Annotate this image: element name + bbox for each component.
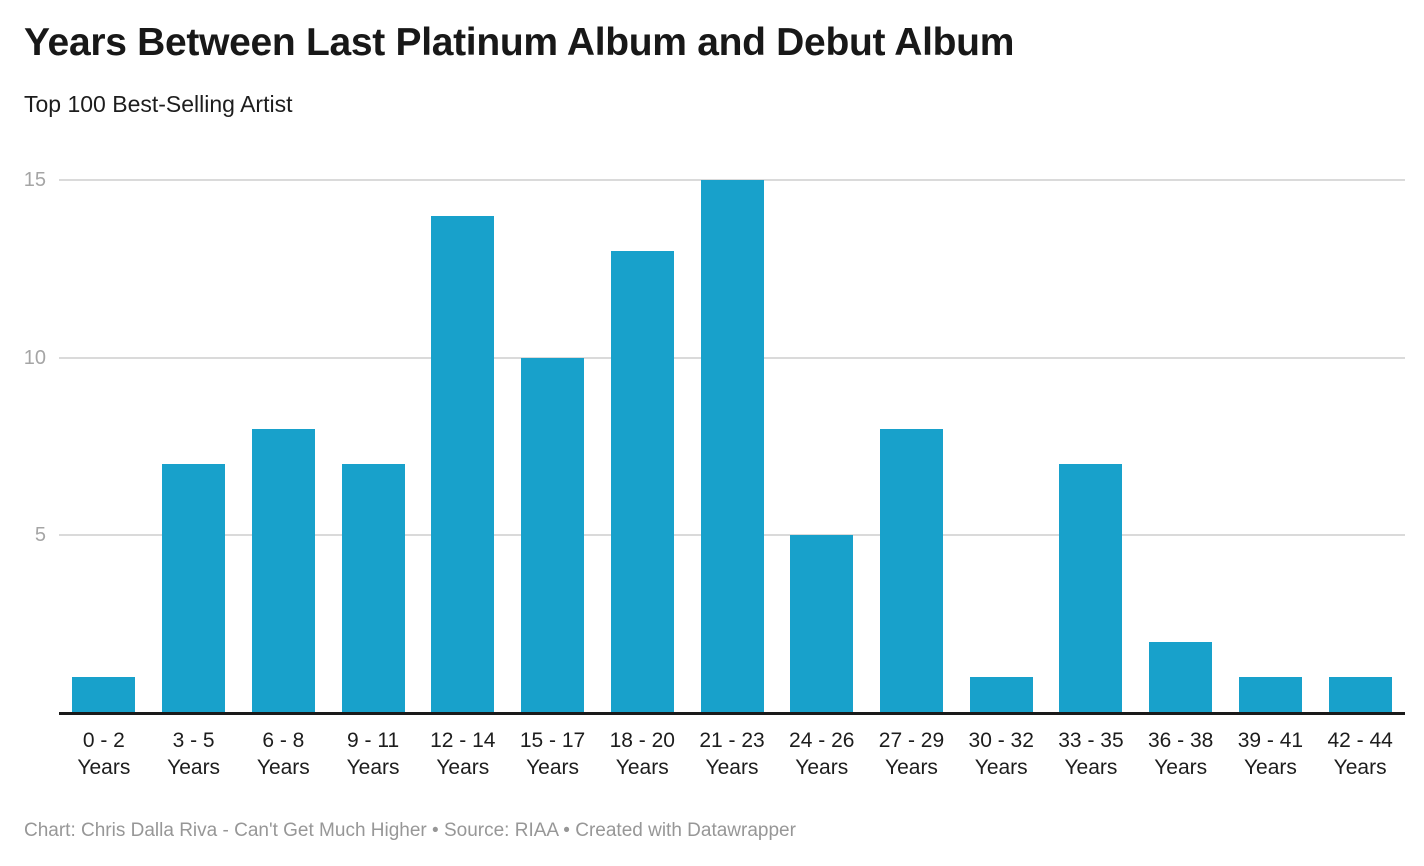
x-tick-label-range: 9 - 11 — [346, 729, 400, 752]
x-tick-label: 24 - 26 Years — [777, 727, 867, 781]
bar-slot — [1315, 180, 1405, 713]
bar-24---26-years — [790, 535, 854, 713]
bar-39---41-years — [1238, 677, 1302, 713]
x-tick-label-unit: Years — [1243, 756, 1297, 779]
bar-6---8-years — [251, 428, 315, 713]
bars-layer — [59, 180, 1405, 713]
x-tick-label: 12 - 14 Years — [418, 727, 508, 781]
bar-9---11-years — [341, 464, 405, 713]
x-tick-label-unit: Years — [974, 756, 1028, 779]
bar-12---14-years — [431, 215, 495, 713]
x-tick-label-range: 36 - 38 — [1147, 729, 1214, 752]
x-tick-label-range: 12 - 14 — [430, 729, 496, 752]
y-tick-label-10: 10 — [23, 346, 46, 369]
x-tick-label-unit: Years — [615, 756, 669, 779]
chart-footer: Chart: Chris Dalla Riva - Can't Get Much… — [24, 820, 796, 841]
x-tick-label: 6 - 8 Years — [238, 727, 328, 781]
x-tick-label: 21 - 23 Years — [687, 727, 777, 781]
x-tick-label-range: 18 - 20 — [609, 729, 675, 752]
bar-slot — [1226, 180, 1316, 713]
bar-30---32-years — [969, 677, 1033, 713]
x-tick-label: 9 - 11 Years — [328, 727, 418, 781]
bar-21---23-years — [700, 180, 764, 713]
x-tick-label-range: 15 - 17 — [519, 729, 586, 752]
bar-18---20-years — [610, 251, 674, 713]
bar-slot — [149, 180, 239, 713]
x-tick-label-unit: Years — [795, 756, 849, 779]
x-tick-label-unit: Years — [526, 756, 579, 779]
x-axis-line — [59, 712, 1405, 715]
y-tick-label-15: 15 — [23, 169, 46, 191]
bar-27---29-years — [879, 428, 943, 713]
bar-33---35-years — [1059, 464, 1123, 713]
x-tick-label: 36 - 38 Years — [1136, 727, 1226, 781]
x-tick-label-unit: Years — [1064, 756, 1118, 779]
x-tick-label: 30 - 32 Years — [956, 727, 1046, 781]
x-tick-label-range: 27 - 29 — [878, 729, 945, 752]
bar-3---5-years — [162, 464, 226, 713]
bar-slot — [777, 180, 867, 713]
x-tick-label-unit: Years — [167, 756, 221, 779]
bar-15---17-years — [521, 357, 585, 713]
x-tick-label: 18 - 20 Years — [597, 727, 687, 781]
bar-slot — [1046, 180, 1136, 713]
chart-subtitle: Top 100 Best-Selling Artist — [24, 91, 293, 117]
x-tick-label-range: 6 - 8 — [262, 729, 305, 752]
x-tick-label-unit: Years — [436, 756, 490, 779]
bar-42---44-years — [1328, 677, 1392, 713]
chart-title: Years Between Last Platinum Album and De… — [24, 21, 1015, 64]
x-tick-label-unit: Years — [1154, 756, 1208, 779]
x-tick-label: 39 - 41 Years — [1226, 727, 1316, 781]
x-tick-label-range: 21 - 23 — [699, 729, 765, 752]
bar-slot — [59, 180, 149, 713]
bar-slot — [508, 180, 598, 713]
x-tick-label-unit: Years — [77, 756, 131, 779]
bar-slot — [687, 180, 777, 713]
bar-slot — [867, 180, 957, 713]
bar-slot — [1136, 180, 1226, 713]
x-tick-label-range: 30 - 32 — [968, 729, 1034, 752]
x-tick-label: 15 - 17 Years — [508, 727, 598, 781]
x-tick-label-range: 42 - 44 — [1327, 729, 1393, 752]
x-tick-label-range: 0 - 2 — [82, 729, 125, 752]
x-tick-label: 3 - 5 Years — [149, 727, 239, 781]
bar-slot — [238, 180, 328, 713]
x-tick-label-unit: Years — [346, 756, 400, 779]
x-tick-label-range: 3 - 5 — [172, 729, 215, 752]
bar-slot — [328, 180, 418, 713]
x-tick-label: 27 - 29 Years — [867, 727, 957, 781]
bar-0---2-years — [72, 677, 136, 713]
x-tick-label-range: 39 - 41 — [1237, 729, 1304, 752]
plot-area — [59, 179, 1405, 713]
bar-slot — [597, 180, 687, 713]
x-tick-label-unit: Years — [885, 756, 938, 779]
y-tick-label-5: 5 — [34, 524, 46, 547]
x-axis-labels: 0 - 2 Years 3 - 5 Years 6 - 8 Years 9 - 11 Year… — [59, 727, 1405, 781]
bar-slot — [956, 180, 1046, 713]
bar-slot — [418, 180, 508, 713]
x-tick-label-range: 24 - 26 — [789, 729, 855, 752]
x-tick-label-unit: Years — [1333, 756, 1387, 779]
x-tick-label-unit: Years — [705, 756, 759, 779]
x-tick-label-unit: Years — [256, 756, 310, 779]
bar-36---38-years — [1149, 641, 1213, 713]
x-tick-label: 0 - 2 Years — [59, 727, 149, 781]
x-tick-label: 33 - 35 Years — [1046, 727, 1136, 781]
x-tick-label: 42 - 44 Years — [1315, 727, 1405, 781]
x-tick-label-range: 33 - 35 — [1058, 729, 1124, 752]
